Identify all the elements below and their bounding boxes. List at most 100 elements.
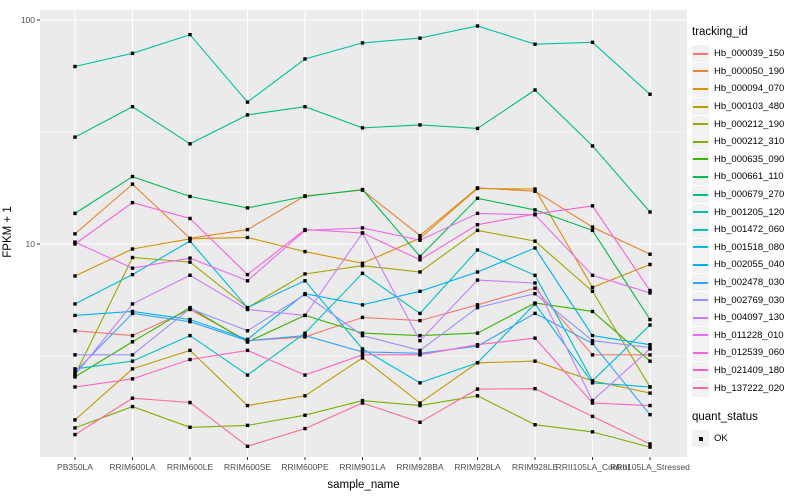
legend-key-swatch — [692, 326, 709, 344]
legend-item: Hb_000103_480 — [692, 98, 800, 116]
legend-key-swatch — [692, 115, 709, 133]
legend-color-line-icon — [693, 87, 708, 90]
legend-title-tracking-id: tracking_id — [692, 26, 748, 38]
legend-item: Hb_011228_010 — [692, 326, 800, 345]
legend-color-line-icon — [693, 246, 708, 249]
legend-key-swatch — [692, 45, 709, 63]
y-tick-label: 10 — [26, 239, 36, 249]
legend-item-label: Hb_137222_020 — [714, 382, 785, 394]
legend-item-label: Hb_000679_270 — [714, 189, 785, 201]
legend-quant-items: OK — [692, 430, 800, 448]
x-tick-label: RRIM928LE — [512, 462, 559, 472]
legend-quant-item: OK — [692, 430, 800, 448]
legend-key-swatch — [692, 291, 709, 309]
legend-key-swatch — [692, 256, 709, 274]
legend-color-line-icon — [693, 316, 708, 319]
legend-item: Hb_004097_130 — [692, 309, 800, 327]
legend-item-label: Hb_000050_190 — [714, 65, 785, 77]
legend-item: Hb_000212_310 — [692, 133, 800, 151]
legend-item: Hb_002055_040 — [692, 256, 800, 274]
legend-item-label: Hb_001518_080 — [714, 241, 785, 253]
legend-color-line-icon — [693, 52, 708, 55]
legend-item: Hb_000039_150 — [692, 45, 800, 63]
legend-item: Hb_002769_030 — [692, 291, 800, 309]
legend-key-swatch — [692, 430, 709, 448]
legend: tracking_id Hb_000039_150 Hb_000050_190 Hb… — [692, 26, 800, 448]
legend-color-line-icon — [693, 175, 708, 178]
legend-color-line-icon — [693, 123, 708, 126]
legend-key-swatch — [692, 186, 709, 204]
legend-color-line-icon — [693, 211, 708, 214]
legend-key-swatch — [692, 168, 709, 186]
legend-color-line-icon — [693, 193, 708, 196]
legend-quant-label: OK — [714, 433, 728, 445]
legend-color-line-icon — [693, 263, 708, 266]
legend-item: Hb_000679_270 — [692, 186, 800, 204]
legend-color-line-icon — [693, 70, 708, 73]
legend-item: Hb_000212_190 — [692, 115, 800, 133]
legend-color-line-icon — [693, 351, 708, 354]
legend-color-line-icon — [693, 334, 708, 337]
legend-color-line-icon — [693, 158, 708, 161]
legend-key-swatch — [692, 133, 709, 151]
legend-color-line-icon — [693, 105, 708, 108]
x-tick-label: RRIM901LA — [339, 462, 386, 472]
legend-item: Hb_001472_060 — [692, 221, 800, 239]
legend-title-quant-status: quant_status — [692, 410, 758, 423]
legend-item: Hb_002478_030 — [692, 274, 800, 292]
legend-item-label: Hb_000212_190 — [714, 118, 785, 130]
legend-item: Hb_000661_110 — [692, 168, 800, 186]
legend-color-line-icon — [693, 140, 708, 143]
legend-item-label: Hb_000094_070 — [714, 83, 785, 95]
legend-key-swatch — [692, 274, 709, 292]
legend-key-swatch — [692, 379, 709, 397]
legend-color-line-icon — [693, 299, 708, 302]
x-tick-label: RRIM600SE — [224, 462, 272, 472]
legend-item: Hb_001518_080 — [692, 238, 800, 257]
legend-item-label: Hb_000661_110 — [714, 171, 784, 183]
x-tick-label: RRIM928BA — [396, 462, 444, 472]
legend-key-swatch — [692, 344, 709, 362]
legend-color-line-icon — [693, 369, 708, 372]
legend-key-swatch — [692, 62, 709, 80]
legend-item-label: Hb_000212_310 — [714, 136, 785, 148]
x-tick-label: RRIM600LA — [109, 462, 156, 472]
x-tick-label: RRII105LA_Control — [556, 462, 630, 472]
legend-items: Hb_000039_150 Hb_000050_190 Hb_000094_070 H… — [692, 45, 800, 397]
legend-key-swatch — [692, 309, 709, 327]
legend-item-label: Hb_000039_150 — [714, 48, 785, 60]
legend-item-label: Hb_000103_480 — [714, 101, 785, 113]
axes: 100 10 PB350LA RRIM600LA RRIM600LE RRIM600SE R… — [21, 15, 690, 472]
legend-item: Hb_001205_120 — [692, 203, 800, 221]
legend-item-label: Hb_001472_060 — [714, 224, 785, 236]
legend-color-line-icon — [693, 387, 708, 390]
legend-item-label: Hb_021409_180 — [714, 364, 785, 376]
legend-key-swatch — [692, 150, 709, 168]
x-tick-label: PB350LA — [57, 462, 93, 472]
legend-item: Hb_000635_090 — [692, 150, 800, 169]
x-tick-label: RRIM600LE — [167, 462, 214, 472]
legend-item: Hb_000050_190 — [692, 62, 800, 81]
x-tick-label: RRIM928LA — [454, 462, 501, 472]
legend-item-label: Hb_001205_120 — [714, 206, 785, 218]
legend-color-line-icon — [693, 228, 708, 231]
legend-item: Hb_012539_060 — [692, 344, 800, 362]
y-tick-label: 100 — [21, 15, 35, 25]
y-axis-title: FPKM + 1 — [2, 206, 14, 258]
legend-item: Hb_137222_020 — [692, 379, 800, 397]
legend-item-label: Hb_002055_040 — [714, 259, 785, 271]
x-tick-label: RRIM600PE — [281, 462, 329, 472]
legend-key-swatch — [692, 80, 709, 98]
legend-item-label: Hb_002478_030 — [714, 277, 785, 289]
legend-key-swatch — [692, 361, 709, 379]
legend-item-label: Hb_012539_060 — [714, 347, 785, 359]
legend-item: Hb_000094_070 — [692, 80, 800, 98]
legend-item-label: Hb_011228_010 — [714, 329, 784, 341]
legend-item: Hb_021409_180 — [692, 361, 800, 380]
legend-key-swatch — [692, 238, 709, 256]
legend-key-swatch — [692, 98, 709, 116]
legend-item-label: Hb_004097_130 — [714, 312, 785, 324]
legend-key-swatch — [692, 203, 709, 221]
